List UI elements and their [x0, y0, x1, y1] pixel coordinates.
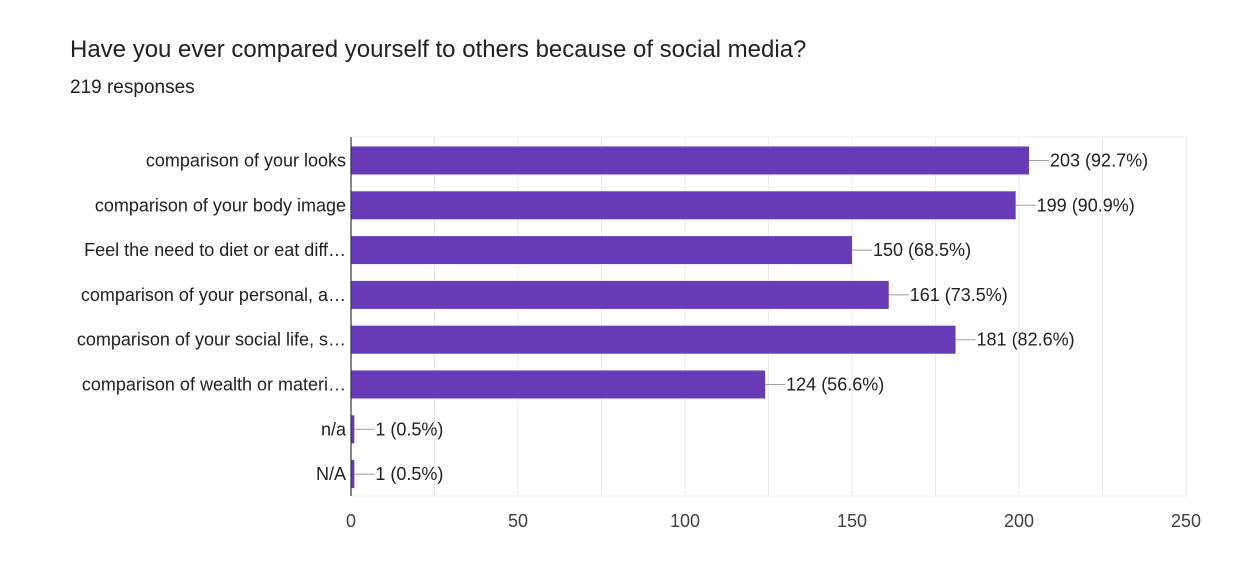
category-label: Feel the need to diet or eat diff…	[84, 240, 346, 260]
bar	[351, 325, 956, 354]
data-label: 203 (92.7%)	[1050, 151, 1148, 171]
bar	[351, 280, 889, 309]
data-label: 199 (90.9%)	[1037, 195, 1135, 215]
category-label: comparison of your body image	[95, 195, 346, 215]
category-label: comparison of your personal, a…	[81, 285, 346, 305]
category-label: comparison of wealth or materi…	[82, 375, 346, 395]
data-label: 124 (56.6%)	[786, 375, 884, 395]
bar	[351, 415, 355, 444]
data-label: 1 (0.5%)	[375, 419, 443, 439]
category-label: comparison of your looks	[146, 151, 346, 171]
x-tick-label: 150	[837, 511, 867, 531]
gridlines	[351, 136, 1187, 497]
category-label: N/A	[316, 464, 346, 484]
x-tick-label: 100	[670, 511, 700, 531]
x-axis-ticks: 0 50 100 150 200 250	[346, 137, 1201, 531]
chart-title: Have you ever compared yourself to other…	[70, 36, 807, 63]
x-tick-label: 250	[1171, 511, 1201, 531]
data-labels: 203 (92.7%) 199 (90.9%) 150 (68.5%) 161 (73…	[354, 151, 1148, 484]
bar	[351, 146, 1030, 175]
response-count: 219 responses	[70, 77, 195, 98]
category-label: comparison of your social life, s…	[77, 330, 346, 350]
bar	[351, 460, 355, 489]
x-tick-label: 50	[508, 511, 528, 531]
data-label: 161 (73.5%)	[910, 285, 1008, 305]
bars	[351, 146, 1030, 489]
bar	[351, 191, 1016, 220]
data-label: 150 (68.5%)	[873, 240, 971, 260]
data-label: 1 (0.5%)	[375, 464, 443, 484]
x-tick-label: 0	[346, 511, 356, 531]
data-label: 181 (82.6%)	[977, 330, 1075, 350]
bar	[351, 370, 766, 399]
x-tick-label: 200	[1004, 511, 1034, 531]
category-label: n/a	[321, 419, 347, 439]
bar	[351, 236, 852, 265]
category-labels: comparison of your looks comparison of yo…	[77, 151, 347, 485]
